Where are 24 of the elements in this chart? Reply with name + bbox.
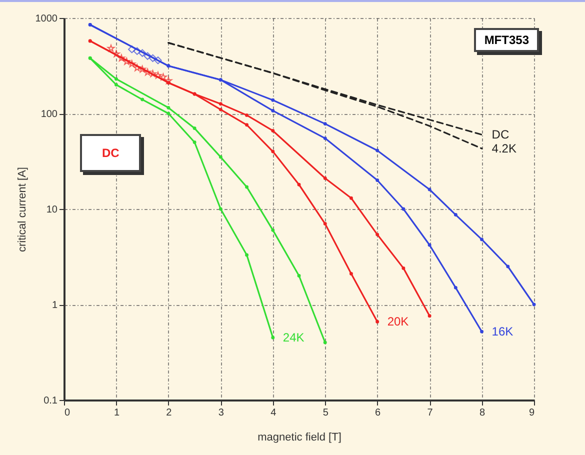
x-tick-label: 3	[218, 408, 224, 418]
y-tick-label: 1	[52, 300, 58, 311]
x-tick-label: 6	[375, 408, 382, 418]
text-box: MFT353	[474, 28, 539, 52]
series-label: 4.2K	[492, 142, 516, 156]
x-tick-label: 7	[427, 408, 434, 418]
x-axis-title: magnetic field [T]	[258, 432, 342, 444]
y-tick-label: 1000	[35, 14, 58, 24]
x-tick-label: 1	[114, 408, 120, 418]
x-tick-label: 9	[528, 408, 535, 418]
text-box: DC	[80, 134, 142, 172]
x-tick-label: 5	[322, 408, 329, 418]
y-tick-label: 10	[46, 204, 58, 216]
series-label: 20K	[387, 314, 409, 329]
x-tick-label: 2	[166, 408, 172, 418]
series-label: DC	[492, 128, 510, 142]
y-tick-label: 100	[40, 109, 58, 120]
x-tick-label: 8	[479, 408, 486, 418]
x-tick-label: 0	[64, 408, 70, 418]
y-tick-label: 0.1	[44, 396, 58, 406]
series-label: 24K	[282, 330, 304, 345]
x-tick-label: 4	[270, 408, 277, 418]
y-axis-title: critical current [A]	[16, 167, 28, 252]
series-label: 16K	[492, 324, 514, 339]
